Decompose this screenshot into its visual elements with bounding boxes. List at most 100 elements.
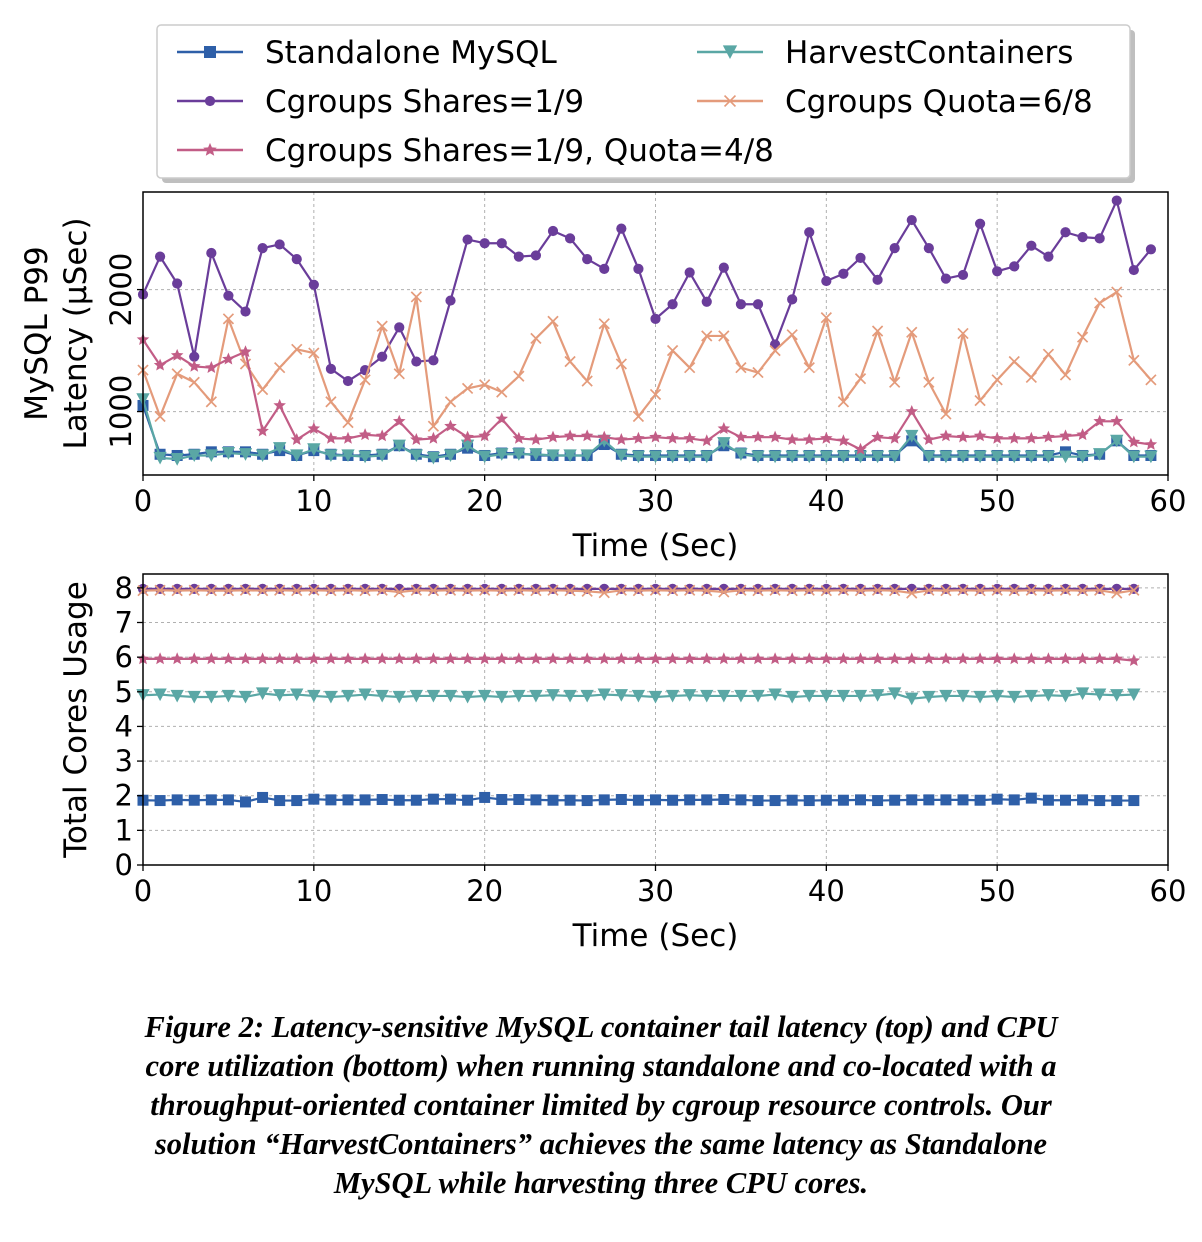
top-y-axis-label-line-1: MySQL P99 <box>19 246 55 420</box>
bottom-point-cgroups-shares-1-9 <box>1026 583 1037 594</box>
bottom-point-cgroups-shares-1-9-quota-4-8 <box>461 652 474 665</box>
bottom-point-cgroups-quota-6-8 <box>701 584 713 597</box>
bottom-point-harvestcontainers <box>443 689 458 703</box>
top-point-cgroups-shares-1-9 <box>496 238 507 249</box>
top-point-harvestcontainers <box>221 446 236 460</box>
bottom-point-cgroups-shares-1-9 <box>838 583 849 594</box>
top-point-cgroups-quota-6-8 <box>735 362 747 374</box>
top-point-cgroups-shares-1-9-quota-4-8 <box>990 431 1004 444</box>
top-point-cgroups-shares-1-9 <box>1077 232 1088 243</box>
top-point-cgroups-shares-1-9 <box>240 306 251 317</box>
caption-line-4: solution “HarvestContainers” achieves th… <box>154 1127 1048 1161</box>
bottom-point-harvestcontainers <box>290 688 304 702</box>
bottom-point-cgroups-shares-1-9 <box>787 583 798 594</box>
bottom-point-cgroups-quota-6-8 <box>615 584 627 596</box>
bottom-point-harvestcontainers <box>1007 690 1021 704</box>
bottom-point-cgroups-quota-6-8 <box>752 584 764 597</box>
bottom-point-cgroups-shares-1-9 <box>445 583 456 594</box>
legend-label: HarvestContainers <box>785 35 1073 71</box>
top-point-harvestcontainers <box>870 450 885 464</box>
top-point-cgroups-shares-1-9 <box>274 239 285 250</box>
bottom-point-cgroups-quota-6-8 <box>735 584 747 596</box>
bottom-point-cgroups-shares-1-9 <box>923 583 934 594</box>
top-point-cgroups-shares-1-9 <box>1009 261 1020 272</box>
bottom-point-harvestcontainers <box>751 689 765 703</box>
bottom-point-cgroups-quota-6-8 <box>256 584 269 597</box>
legend-entry-cgroups-shares-1-9-quota-4-8: Cgroups Shares=1/9, Quota=4/8 <box>177 133 774 169</box>
bottom-point-cgroups-shares-1-9-quota-4-8 <box>990 652 1004 665</box>
bottom-point-cgroups-shares-1-9-quota-4-8 <box>205 652 218 665</box>
top-x-tick-label: 50 <box>979 484 1016 518</box>
top-point-harvestcontainers <box>204 449 218 463</box>
top-point-cgroups-shares-1-9-quota-4-8 <box>187 359 201 372</box>
bottom-point-standalone-mysql <box>1060 794 1071 806</box>
bottom-point-cgroups-shares-1-9-quota-4-8 <box>888 652 901 665</box>
bottom-point-cgroups-shares-1-9-quota-4-8 <box>1076 652 1089 665</box>
bottom-point-harvestcontainers <box>238 690 253 704</box>
bottom-point-cgroups-quota-6-8 <box>427 584 440 597</box>
bottom-series-harvestcontainers <box>136 687 1141 706</box>
top-point-cgroups-shares-1-9-quota-4-8 <box>939 429 953 442</box>
top-point-harvestcontainers <box>1110 434 1124 448</box>
top-point-cgroups-shares-1-9-quota-4-8 <box>956 430 970 443</box>
top-point-harvestcontainers <box>939 450 953 464</box>
bottom-point-standalone-mysql <box>530 794 542 806</box>
bottom-x-tick-label: 60 <box>1150 874 1187 908</box>
bottom-point-standalone-mysql <box>445 793 456 805</box>
bottom-point-cgroups-shares-1-9-quota-4-8 <box>632 652 645 665</box>
bottom-point-cgroups-shares-1-9-quota-4-8 <box>324 652 338 665</box>
legend-label: Cgroups Shares=1/9 <box>265 84 584 120</box>
top-point-cgroups-shares-1-9 <box>154 251 166 262</box>
bottom-point-cgroups-shares-1-9 <box>769 583 781 594</box>
top-x-tick-label: 20 <box>466 484 503 518</box>
bottom-y-tick-label: 8 <box>115 571 133 605</box>
top-point-cgroups-quota-6-8 <box>889 376 901 388</box>
top-point-cgroups-shares-1-9-quota-4-8 <box>973 429 987 442</box>
top-point-cgroups-quota-6-8 <box>444 396 457 408</box>
legend-entry-cgroups-quota-6-8: Cgroups Quota=6/8 <box>697 84 1093 120</box>
top-point-cgroups-shares-1-9 <box>1094 233 1105 244</box>
top-point-cgroups-shares-1-9 <box>257 243 268 254</box>
top-point-cgroups-shares-1-9-quota-4-8 <box>1007 431 1021 444</box>
top-point-cgroups-quota-6-8 <box>274 362 286 374</box>
bottom-point-cgroups-quota-6-8 <box>889 584 901 597</box>
top-x-axis-label: Time (Sec) <box>572 528 739 564</box>
top-point-cgroups-shares-1-9 <box>189 351 200 362</box>
bottom-point-cgroups-quota-6-8 <box>1059 584 1072 596</box>
bottom-point-cgroups-quota-6-8 <box>718 586 730 598</box>
top-point-cgroups-shares-1-9-quota-4-8 <box>205 361 218 373</box>
top-point-cgroups-shares-1-9-quota-4-8 <box>324 431 338 444</box>
bottom-point-harvestcontainers <box>273 689 287 702</box>
top-point-cgroups-shares-1-9 <box>650 313 661 324</box>
top-point-cgroups-shares-1-9 <box>957 269 969 281</box>
bottom-point-cgroups-quota-6-8 <box>940 584 952 597</box>
bottom-point-standalone-mysql <box>188 794 200 806</box>
bottom-point-standalone-mysql <box>684 794 696 806</box>
bottom-series-cgroups-shares-1-9 <box>137 583 1139 594</box>
bottom-point-cgroups-shares-1-9 <box>257 583 268 594</box>
top-point-cgroups-shares-1-9-quota-4-8 <box>802 433 816 445</box>
bottom-point-harvestcontainers <box>375 689 389 703</box>
bottom-point-cgroups-quota-6-8 <box>171 584 183 597</box>
top-point-harvestcontainers <box>392 439 406 453</box>
top-point-cgroups-shares-1-9-quota-4-8 <box>717 422 731 434</box>
top-point-cgroups-shares-1-9-quota-4-8 <box>820 431 833 444</box>
bottom-point-standalone-mysql <box>222 794 234 806</box>
bottom-point-harvestcontainers <box>529 689 543 703</box>
top-point-cgroups-quota-6-8 <box>291 343 303 355</box>
top-point-cgroups-shares-1-9 <box>906 214 917 226</box>
bottom-point-harvestcontainers <box>768 688 782 702</box>
bottom-point-harvestcontainers <box>187 690 201 704</box>
top-point-cgroups-quota-6-8 <box>393 368 405 380</box>
bottom-point-cgroups-quota-6-8 <box>274 584 286 596</box>
top-point-cgroups-shares-1-9 <box>564 233 576 244</box>
bottom-point-cgroups-shares-1-9-quota-4-8 <box>222 652 235 665</box>
bottom-point-cgroups-shares-1-9-quota-4-8 <box>905 652 919 665</box>
bottom-point-harvestcontainers <box>460 690 475 704</box>
top-point-harvestcontainers <box>238 448 253 461</box>
bottom-point-cgroups-quota-6-8 <box>479 584 491 596</box>
bottom-point-harvestcontainers <box>1041 689 1056 702</box>
top-point-harvestcontainers <box>187 449 201 463</box>
bottom-point-harvestcontainers <box>614 689 628 702</box>
top-point-cgroups-shares-1-9-quota-4-8 <box>1110 414 1124 427</box>
